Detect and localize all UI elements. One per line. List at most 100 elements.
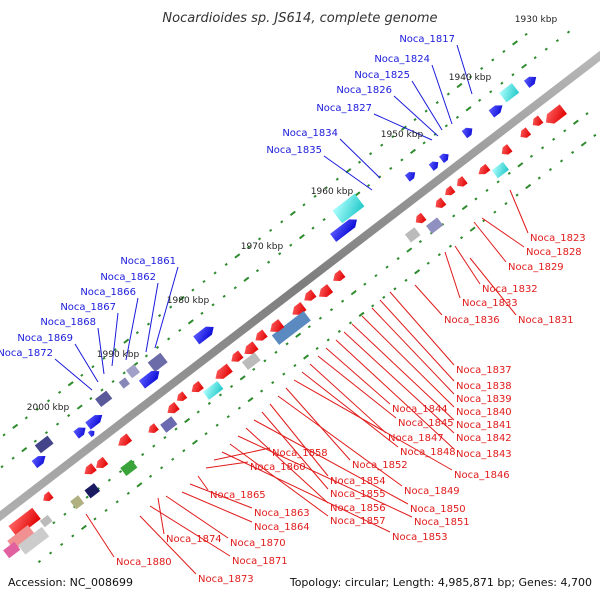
tick-mark: [196, 410, 200, 414]
tick-mark: [93, 517, 97, 521]
reverse-gene-label: Noca_1849: [404, 486, 460, 497]
reverse-label-leader: [197, 475, 209, 491]
forward-gene: [95, 390, 113, 408]
tick-mark: [459, 236, 464, 240]
reverse-gene: [304, 289, 317, 301]
tick-mark: [167, 337, 171, 341]
tick-mark: [146, 322, 151, 326]
tick-mark: [289, 243, 293, 247]
reverse-gene: [18, 526, 50, 555]
reverse-label-leader: [253, 419, 409, 505]
reverse-gene-label: Noca_1845: [398, 418, 454, 429]
forward-gene-label: Noca_1861: [120, 256, 176, 267]
tick-mark: [21, 447, 28, 453]
reverse-label-leader: [473, 221, 507, 263]
kbp-label: 1940 kbp: [449, 73, 492, 83]
reverse-label-leader: [261, 411, 329, 490]
reverse-label-leader: [293, 379, 453, 471]
tick-mark: [322, 218, 326, 222]
tick-mark: [163, 435, 167, 440]
reverse-gene-label: Noca_1841: [456, 420, 512, 431]
tick-mark: [33, 439, 37, 443]
forward-gene: [461, 127, 473, 139]
tick-mark: [126, 491, 130, 495]
tick-mark: [260, 389, 264, 393]
tick-mark: [182, 449, 186, 453]
reverse-gene: [532, 115, 544, 126]
kbp-labels: 1930 kbp 1940 kbp 1950 kbp 1960 kbp 1970 kbp…: [27, 15, 558, 413]
tick-mark: [102, 356, 106, 360]
tick-mark: [374, 274, 378, 278]
tick-mark: [521, 63, 528, 69]
reverse-gene: [39, 514, 53, 528]
forward-gene-label: Noca_1825: [354, 70, 410, 81]
reverse-gene-label: Noca_1852: [352, 460, 408, 471]
tick-mark: [289, 210, 296, 216]
reverse-label-leader: [444, 251, 461, 299]
forward-gene: [330, 219, 357, 242]
tick-mark: [0, 465, 4, 469]
tick-mark: [444, 124, 448, 128]
reverse-gene: [545, 104, 567, 124]
tick-mark: [76, 404, 83, 410]
reverse-gene-label: Noca_1851: [414, 517, 470, 528]
reverse-label-leader: [181, 491, 253, 523]
tick-mark: [12, 423, 19, 429]
reverse-gene: [43, 491, 54, 502]
forward-gene-label: Noca_1824: [374, 54, 430, 65]
tick-mark: [271, 381, 275, 385]
tick-mark: [204, 432, 208, 436]
reverse-label-leader: [277, 395, 403, 487]
tick-mark: [341, 299, 345, 303]
tick-mark: [269, 228, 273, 232]
tick-mark: [285, 342, 289, 346]
reverse-label-leader: [205, 461, 249, 469]
reverse-gene-label: Noca_1864: [254, 522, 310, 533]
tick-mark: [211, 303, 215, 307]
tick-mark: [552, 137, 556, 141]
reverse-gene-label: Noca_1837: [456, 365, 512, 376]
reverse-gene-label: Noca_1828: [526, 247, 582, 258]
tick-mark: [357, 160, 362, 164]
tick-mark: [348, 321, 353, 325]
tick-mark: [67, 381, 74, 387]
tick-mark: [157, 314, 162, 318]
reverse-gene-label: Noca_1874: [166, 534, 222, 545]
tick-mark: [337, 329, 341, 333]
tick-mark: [222, 294, 226, 298]
genome-summary-text: Topology: circular; Length: 4,985,871 bp…: [289, 576, 592, 589]
forward-label-leader: [154, 266, 179, 349]
reverse-label-leader: [245, 427, 329, 504]
tick-mark: [366, 183, 371, 188]
reverse-gene: [231, 350, 244, 362]
reverse-label-leader: [213, 447, 271, 461]
reverse-gene: [270, 319, 285, 332]
tick-mark: [136, 482, 143, 488]
tick-mark: [89, 396, 93, 401]
tick-mark: [507, 171, 511, 175]
reverse-gene: [435, 197, 447, 208]
tick-mark: [504, 202, 508, 206]
reverse-gene: [478, 163, 491, 175]
tick-mark: [80, 524, 87, 531]
tick-mark: [202, 279, 206, 284]
tick-mark: [511, 73, 515, 77]
tick-mark: [422, 141, 426, 145]
reverse-label-leader: [149, 505, 231, 557]
reverse-label-leader: [301, 371, 399, 448]
reverse-label-leader: [509, 189, 529, 234]
reverse-gene-label: Noca_1839: [456, 394, 512, 405]
tick-mark: [500, 81, 504, 85]
tick-mark: [517, 162, 524, 168]
reverse-label-leader: [309, 363, 387, 434]
tick-mark: [207, 401, 211, 406]
tick-mark: [580, 141, 587, 147]
reverse-label-leader: [317, 355, 397, 419]
reverse-gene: [501, 144, 513, 155]
reverse-label-leader: [157, 497, 165, 535]
tick-mark: [295, 332, 302, 338]
reverse-gene-label: Noca_1860: [250, 462, 306, 473]
reverse-gene-label: Noca_1858: [272, 448, 328, 459]
forward-gene: [118, 377, 130, 389]
reverse-gene: [8, 507, 41, 538]
